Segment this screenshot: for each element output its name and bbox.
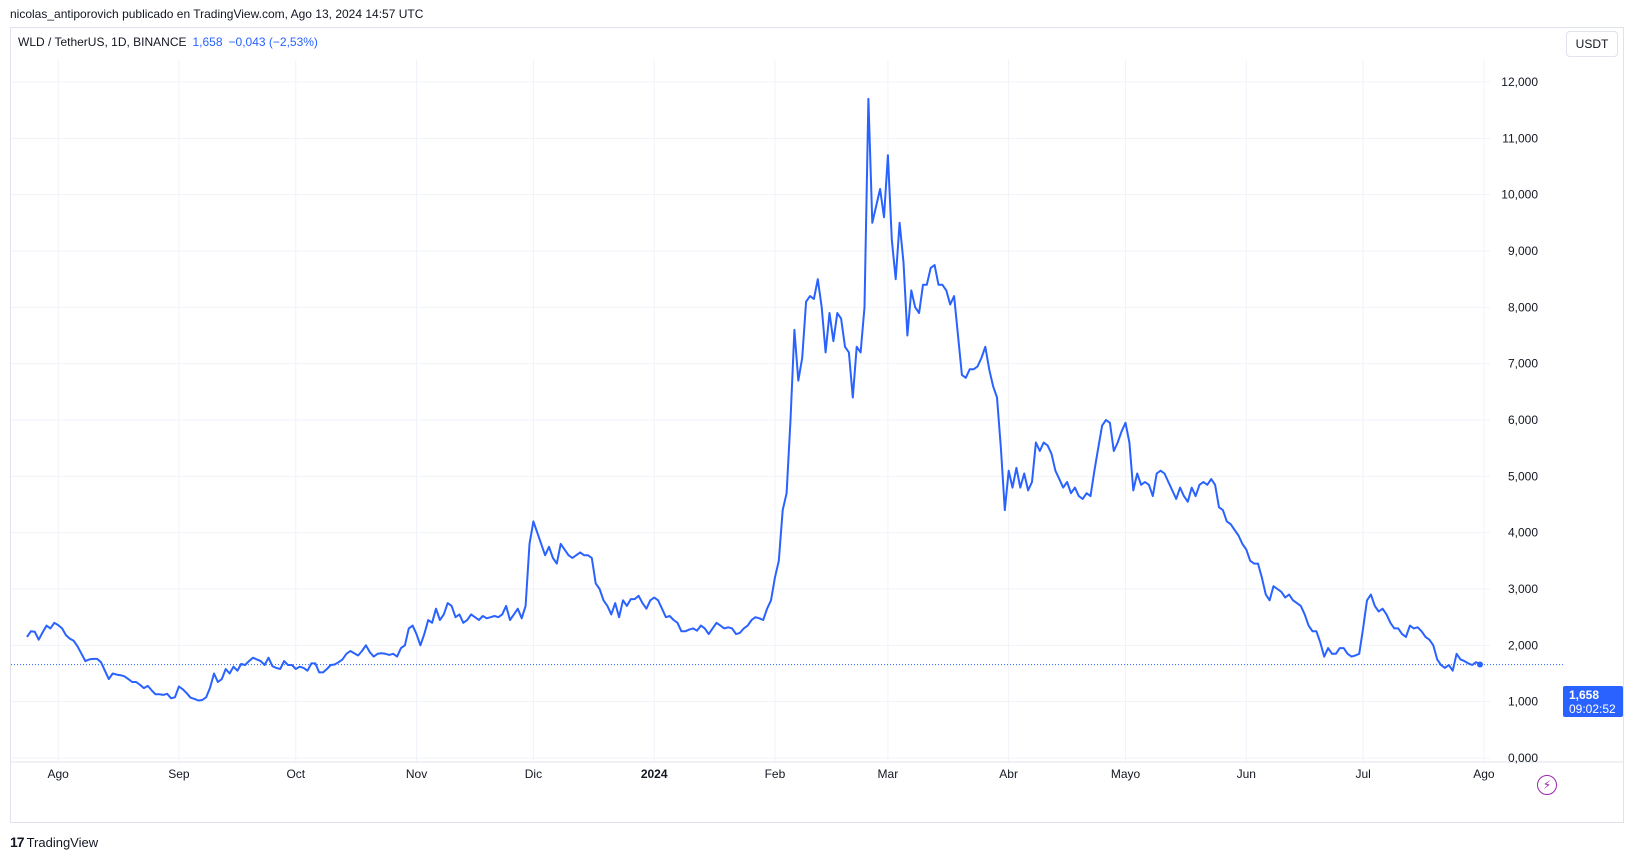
y-tick-label: 3,000 (1508, 582, 1538, 596)
publisher-caption: nicolas_antiporovich publicado en Tradin… (10, 7, 424, 21)
currency-button[interactable]: USDT (1566, 31, 1618, 57)
x-tick-label: 2024 (641, 767, 668, 781)
x-tick-label: Oct (286, 767, 305, 781)
x-tick-label: Jun (1237, 767, 1256, 781)
x-tick-label: Ago (1473, 767, 1495, 781)
y-tick-label: 0,000 (1508, 751, 1538, 765)
last-price-dot (1477, 661, 1483, 668)
x-tick-label: Mayo (1111, 767, 1141, 781)
grid-lines (11, 60, 1623, 763)
legend-value: 1,658 (192, 35, 223, 49)
y-tick-label: 8,000 (1508, 300, 1538, 314)
y-tick-label: 11,000 (1502, 131, 1538, 145)
x-tick-label: Feb (765, 767, 786, 781)
logo-mark-icon: 17 (10, 834, 25, 850)
y-tick-label: 2,000 (1508, 638, 1538, 652)
x-tick-label: Dic (525, 767, 542, 781)
price-axis: 0,000 1,000 2,000 3,000 4,000 5,000 6,000 7,000… (1501, 75, 1538, 765)
x-tick-label: Mar (878, 767, 899, 781)
x-tick-label: Jul (1355, 767, 1370, 781)
y-tick-label: 5,000 (1508, 469, 1538, 483)
symbol-legend[interactable]: WLD / TetherUS, 1D, BINANCE 1,658 −0,043 (… (18, 35, 318, 49)
legend-symbol[interactable]: WLD / TetherUS, 1D, BINANCE (18, 35, 187, 49)
x-tick-label: Abr (999, 767, 1018, 781)
y-tick-label: 12,000 (1501, 75, 1538, 89)
x-tick-label: Sep (168, 767, 190, 781)
y-tick-label: 10,000 (1501, 188, 1538, 202)
time-axis: Ago Sep Oct Nov Dic 2024 Feb Mar Abr Mayo Jun Jul Ag… (47, 767, 1494, 781)
tradingview-logo[interactable]: 17 TradingView (10, 834, 98, 850)
series-line-wld (26, 97, 1481, 702)
price-label-value: 1,658 (1569, 688, 1599, 702)
price-label-countdown: 09:02:52 (1569, 702, 1616, 716)
legend-change: −0,043 (−2,53%) (228, 35, 318, 49)
x-tick-label: Ago (47, 767, 69, 781)
y-tick-label: 4,000 (1508, 526, 1538, 540)
price-label-badge: 1,658 09:02:52 (1563, 686, 1623, 717)
logo-text: TradingView (26, 834, 99, 850)
y-tick-label: 6,000 (1508, 413, 1538, 427)
y-tick-label: 7,000 (1508, 357, 1538, 371)
y-tick-label: 9,000 (1508, 244, 1538, 258)
lightning-icon[interactable]: ⚡ (1537, 775, 1557, 795)
x-tick-label: Nov (406, 767, 427, 781)
chart-frame (10, 27, 1624, 823)
y-tick-label: 1,000 (1508, 695, 1538, 709)
